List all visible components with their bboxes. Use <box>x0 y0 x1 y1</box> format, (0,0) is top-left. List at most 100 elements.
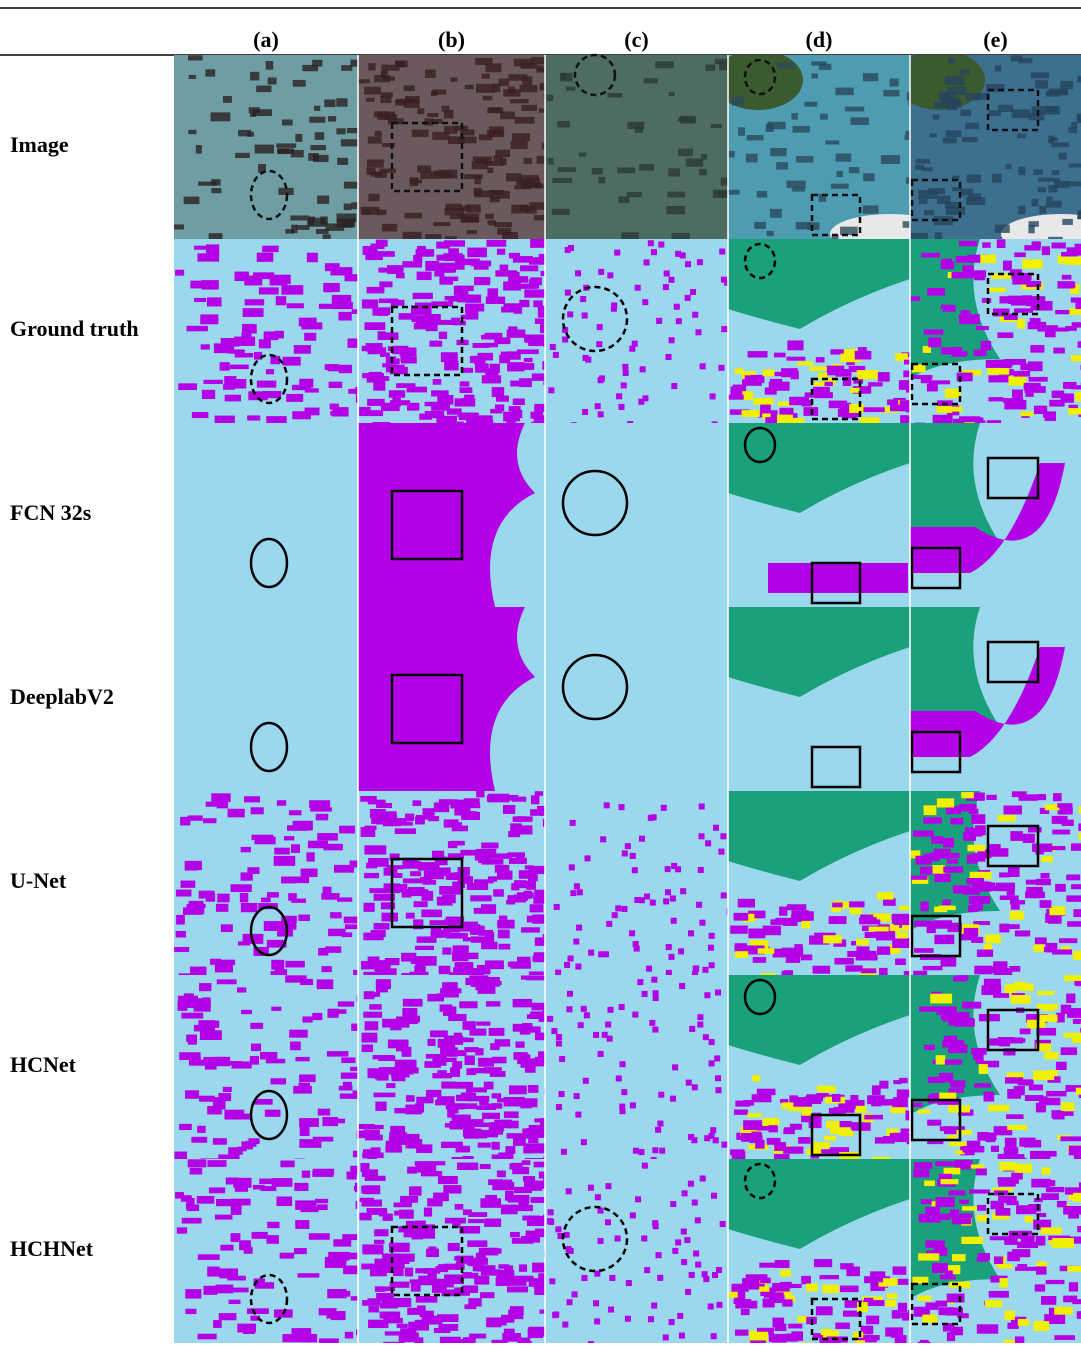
raft <box>860 915 873 924</box>
pond <box>188 130 196 134</box>
raft <box>1014 371 1031 377</box>
raft <box>174 947 189 952</box>
raft <box>769 1125 778 1132</box>
raft <box>280 1161 294 1168</box>
raft <box>780 1282 792 1289</box>
raft <box>295 1220 309 1229</box>
raft <box>395 828 416 834</box>
result-cell <box>728 791 923 983</box>
raft <box>703 1034 709 1040</box>
pond <box>705 64 715 71</box>
raft <box>974 1083 991 1087</box>
raft <box>216 1199 237 1206</box>
raft <box>1046 1280 1065 1284</box>
pond <box>1043 106 1060 115</box>
raft <box>513 399 525 405</box>
raft <box>306 852 314 861</box>
raft <box>991 1201 1004 1209</box>
raft <box>921 253 940 258</box>
raft <box>520 265 538 271</box>
raft <box>952 1218 971 1224</box>
raft <box>508 831 520 837</box>
raft <box>338 312 351 321</box>
raft <box>1068 408 1081 414</box>
raft <box>492 1103 502 1108</box>
raft <box>595 403 601 409</box>
raft <box>228 349 245 353</box>
raft <box>977 1215 988 1222</box>
raft <box>516 816 526 822</box>
raft <box>479 1101 488 1106</box>
pond <box>189 75 196 79</box>
raft <box>290 1041 301 1050</box>
raft <box>280 1253 294 1259</box>
raft <box>427 994 444 1002</box>
raft <box>1059 938 1077 943</box>
raft <box>190 1168 202 1175</box>
raft <box>202 390 215 399</box>
pond <box>678 149 693 157</box>
raft <box>657 1121 663 1127</box>
cell-content <box>728 423 910 607</box>
raft <box>497 921 507 928</box>
raft <box>533 897 545 904</box>
raft <box>1066 875 1080 881</box>
raft <box>376 987 388 993</box>
raft <box>614 250 620 256</box>
raft <box>1015 930 1030 936</box>
raft <box>787 904 806 910</box>
raft <box>1004 924 1019 929</box>
raft <box>1071 385 1081 389</box>
raft <box>709 1039 715 1045</box>
raft <box>721 892 727 898</box>
raft <box>451 318 460 325</box>
pond <box>883 90 899 97</box>
raft <box>952 272 974 278</box>
raft <box>344 917 359 924</box>
raft <box>271 971 286 975</box>
raft <box>431 867 451 876</box>
raft <box>893 1097 908 1107</box>
pond <box>374 75 390 82</box>
raft <box>467 883 488 890</box>
raft <box>476 1265 495 1271</box>
raft <box>847 951 861 957</box>
raft <box>514 1276 533 1282</box>
raft <box>400 1196 418 1203</box>
raft <box>281 285 303 295</box>
raft <box>925 1302 938 1309</box>
raft <box>665 866 671 872</box>
raft <box>426 1090 441 1097</box>
raft <box>260 1052 277 1059</box>
raft <box>976 1168 987 1175</box>
raft <box>470 895 491 901</box>
pond <box>494 222 512 227</box>
raft <box>570 890 576 896</box>
pond <box>344 204 352 211</box>
pond <box>1062 219 1073 225</box>
raft <box>199 1096 215 1102</box>
pond <box>713 190 728 198</box>
raft <box>609 1275 615 1281</box>
raft <box>1052 816 1068 824</box>
pond <box>344 182 359 189</box>
raft <box>288 893 297 901</box>
pond <box>296 225 309 230</box>
photo <box>545 55 728 239</box>
raft <box>345 1332 353 1339</box>
raft <box>221 924 233 932</box>
raft <box>864 1276 878 1283</box>
raft <box>581 1275 587 1281</box>
raft <box>695 1262 701 1268</box>
pond <box>396 61 404 68</box>
raft <box>918 1253 939 1260</box>
raft <box>244 1247 253 1254</box>
raft <box>1026 887 1043 892</box>
pond <box>439 170 458 179</box>
pond <box>807 222 819 230</box>
cell-content <box>545 423 728 607</box>
pond <box>1031 199 1038 207</box>
raft <box>453 945 469 952</box>
pond <box>923 167 933 171</box>
raft <box>503 805 515 814</box>
